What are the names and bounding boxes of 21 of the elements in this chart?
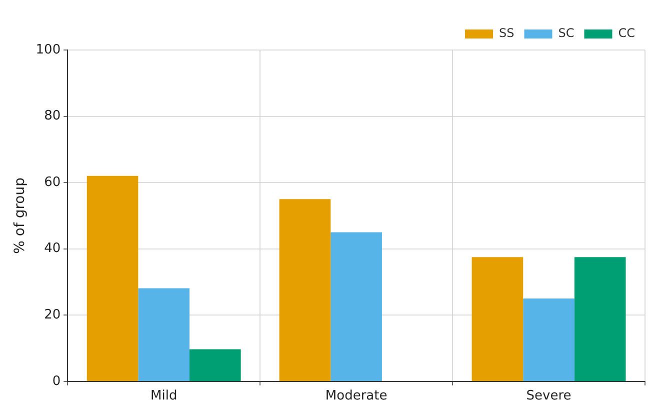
legend-label: SS (499, 26, 514, 40)
y-tick-label: 60 (44, 174, 61, 190)
bar (86, 176, 138, 381)
y-tick-label: 0 (52, 374, 61, 389)
legend-label: CC (618, 26, 636, 40)
bar (472, 257, 524, 381)
y-axis-title: % of group (12, 177, 28, 254)
bar (279, 199, 331, 381)
y-tick-label: 100 (36, 42, 61, 58)
bar (138, 288, 190, 381)
x-tick-label: Mild (150, 388, 178, 404)
bar (574, 257, 626, 381)
x-tick-label: Severe (526, 388, 572, 404)
y-tick-label: 20 (44, 307, 61, 322)
bar (190, 349, 241, 381)
bar (330, 232, 382, 381)
bar (523, 298, 574, 381)
legend-label: SC (558, 26, 574, 40)
y-tick-label: 80 (44, 108, 61, 124)
x-tick-label: Moderate (325, 388, 388, 404)
y-tick-label: 40 (44, 241, 61, 256)
